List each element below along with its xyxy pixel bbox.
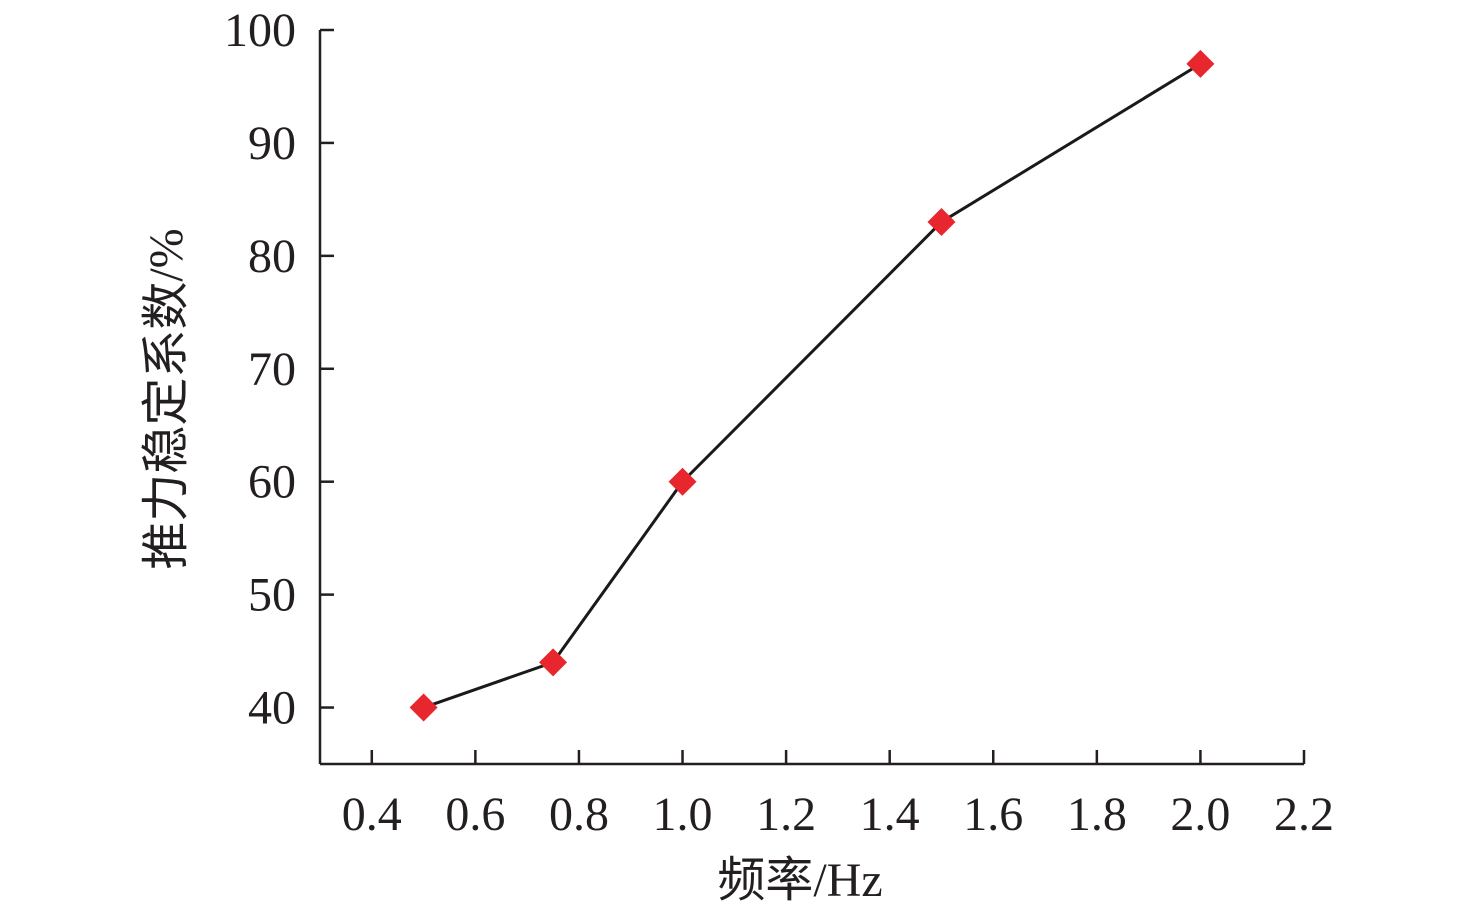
x-tick-label: 1.8 — [1067, 788, 1127, 841]
x-tick-label: 1.4 — [860, 788, 920, 841]
x-tick-label: 0.6 — [445, 788, 505, 841]
x-tick-label: 0.4 — [342, 788, 402, 841]
y-tick-label: 40 — [248, 682, 296, 735]
x-tick-label: 2.0 — [1170, 788, 1230, 841]
y-tick-label: 100 — [224, 4, 296, 57]
y-axis-title: 推力稳定系数/% — [140, 228, 193, 569]
data-point-marker — [409, 693, 438, 722]
series-line — [423, 62, 1202, 709]
y-tick-label: 50 — [248, 569, 296, 622]
y-tick-label: 90 — [248, 117, 296, 170]
y-tick-label: 70 — [248, 343, 296, 396]
data-point-marker — [539, 648, 568, 677]
axes — [318, 30, 1304, 766]
y-tick-label: 80 — [248, 230, 296, 283]
y-ticks: 40 50 60 70 80 90 100 — [224, 4, 334, 735]
data-point-marker — [1186, 49, 1215, 78]
x-ticks: 0.4 0.6 0.8 1.0 1.2 1.4 1.6 1.8 2.0 2.2 — [342, 750, 1334, 841]
x-tick-label: 2.2 — [1274, 788, 1334, 841]
y-tick-label: 60 — [248, 456, 296, 509]
data-point-marker — [668, 467, 697, 496]
data-point-marker — [927, 207, 956, 236]
x-tick-label: 1.6 — [963, 788, 1023, 841]
x-tick-label: 0.8 — [549, 788, 609, 841]
x-axis-title: 频率/Hz — [717, 854, 882, 907]
x-tick-label: 1.2 — [756, 788, 816, 841]
x-tick-label: 1.0 — [653, 788, 713, 841]
series-markers — [409, 49, 1215, 722]
